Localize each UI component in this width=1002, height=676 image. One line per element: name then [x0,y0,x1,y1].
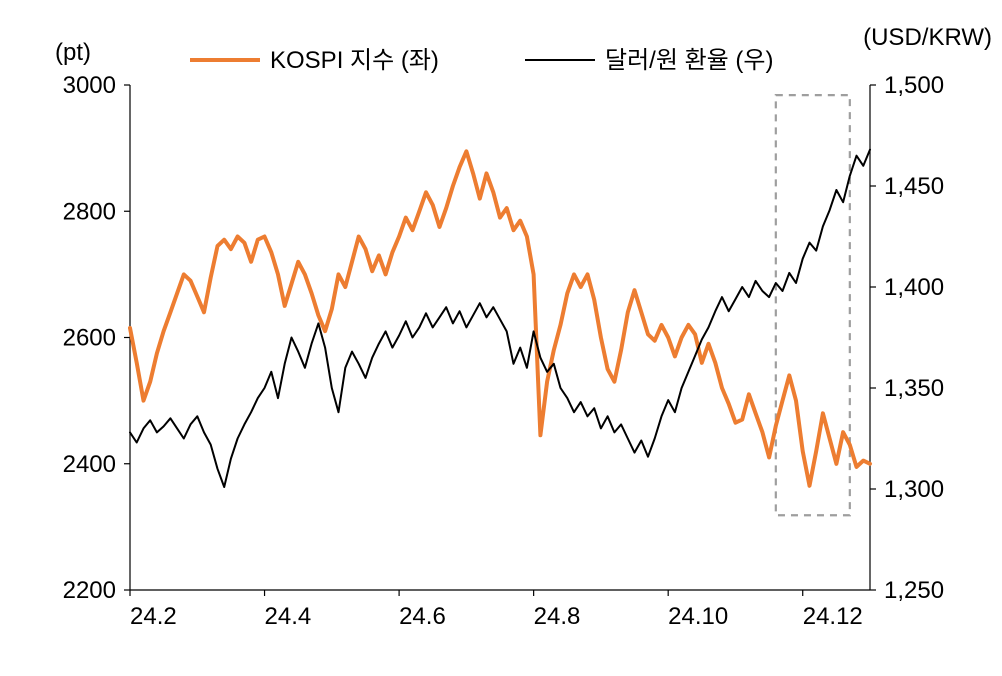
dual-axis-line-chart: 2200 2400 2600 2800 3000 1,250 1,300 1,350 1,400… [0,0,1002,676]
x-tick-label: 24.6 [399,603,446,630]
left-tick-label: 2600 [63,325,116,352]
right-tick-label: 1,450 [884,173,944,200]
left-tick-label: 2800 [63,198,116,225]
right-tick-label: 1,400 [884,274,944,301]
left-tick-label: 3000 [63,72,116,99]
chart-container: 2200 2400 2600 2800 3000 1,250 1,300 1,350 1,400… [0,0,1002,676]
x-tick-label: 24.4 [265,603,312,630]
left-tick-label: 2400 [63,451,116,478]
right-axis-title: (USD/KRW) [863,24,992,51]
right-tick-label: 1,350 [884,375,944,402]
legend-label-kospi: KOSPI 지수 (좌) [270,47,439,74]
right-tick-label: 1,500 [884,72,944,99]
legend-label-fx: 달러/원 환율 (우) [605,47,773,74]
x-tick-label: 24.2 [130,603,177,630]
left-tick-label: 2200 [63,577,116,604]
right-tick-label: 1,250 [884,577,944,604]
left-axis-title: (pt) [55,39,91,66]
right-tick-label: 1,300 [884,476,944,503]
x-tick-label: 24.12 [803,603,863,630]
x-tick-label: 24.8 [534,603,581,630]
x-tick-label: 24.10 [668,603,728,630]
